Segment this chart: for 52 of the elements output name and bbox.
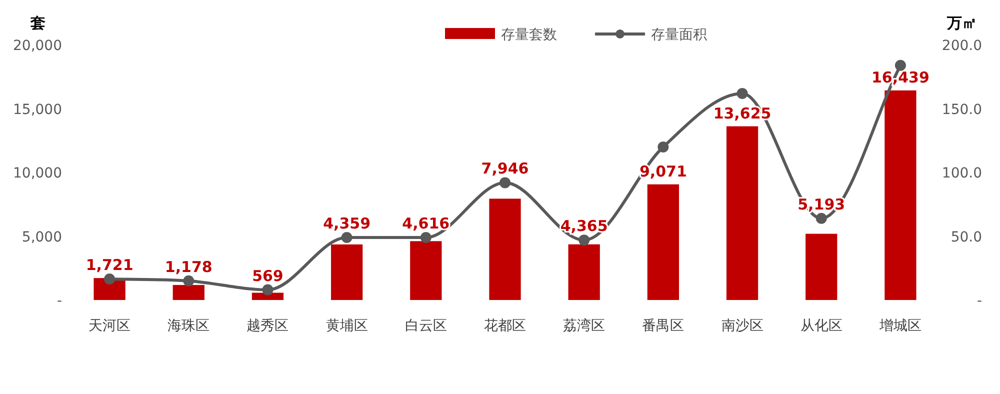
- y-tick-label: 15,000: [13, 102, 62, 118]
- point: [420, 232, 432, 244]
- bar: [806, 234, 838, 300]
- x-tick-label: 白云区: [404, 318, 447, 334]
- bar: [331, 244, 363, 300]
- legend-label: 存量面积: [651, 27, 707, 43]
- bar: [884, 90, 916, 300]
- x-tick-label: 花都区: [484, 318, 526, 334]
- y-tick-label: 5,000: [22, 229, 62, 246]
- y2-tick-label: 50.0: [950, 229, 982, 246]
- point: [658, 142, 669, 152]
- bar: [568, 244, 600, 300]
- data-label: 4,616: [402, 214, 450, 233]
- x-tick-label: 荔湾区: [563, 318, 606, 334]
- y-tick-label: 20,000: [13, 38, 62, 54]
- x-tick-label: 越秀区: [246, 318, 289, 334]
- data-label: 7,946: [481, 160, 529, 178]
- point: [816, 212, 827, 224]
- bar: [489, 198, 521, 300]
- bar: [172, 284, 204, 300]
- bar: [252, 292, 284, 300]
- data-label: 1,178: [164, 258, 212, 276]
- y2-tick-label: 150.0: [942, 102, 982, 118]
- bar: [647, 184, 679, 300]
- data-label: 569: [252, 266, 284, 285]
- point: [262, 284, 274, 296]
- x-tick-label: 从化区: [800, 318, 842, 334]
- y2-tick-label: 100.0: [942, 166, 982, 182]
- point: [736, 88, 748, 99]
- bar: [726, 126, 758, 300]
- x-tick-label: 番禺区: [642, 318, 684, 334]
- y2-axis-title: 万㎡: [946, 14, 977, 32]
- point: [183, 275, 194, 286]
- legend-label: 存量套数: [501, 27, 557, 43]
- y-tick-label: -: [56, 293, 62, 309]
- x-tick-label: 黄埔区: [326, 318, 368, 334]
- y-tick-label: 10,000: [13, 166, 62, 182]
- x-tick-label: 海珠区: [168, 318, 210, 334]
- x-tick-label: 天河区: [88, 318, 131, 334]
- point: [341, 232, 352, 244]
- y2-tick-label: 200.0: [942, 38, 982, 54]
- point: [578, 234, 590, 246]
- point: [500, 177, 510, 188]
- bar: [410, 241, 442, 300]
- y-axis-title: 套: [30, 14, 46, 32]
- x-tick-label: 增城区: [878, 318, 922, 334]
- y2-tick-label: -: [976, 293, 982, 309]
- point: [894, 60, 906, 71]
- data-label: 4,359: [323, 214, 371, 233]
- data-label: 1,721: [86, 256, 134, 274]
- x-tick-label: 南沙区: [721, 318, 764, 334]
- point: [104, 273, 116, 284]
